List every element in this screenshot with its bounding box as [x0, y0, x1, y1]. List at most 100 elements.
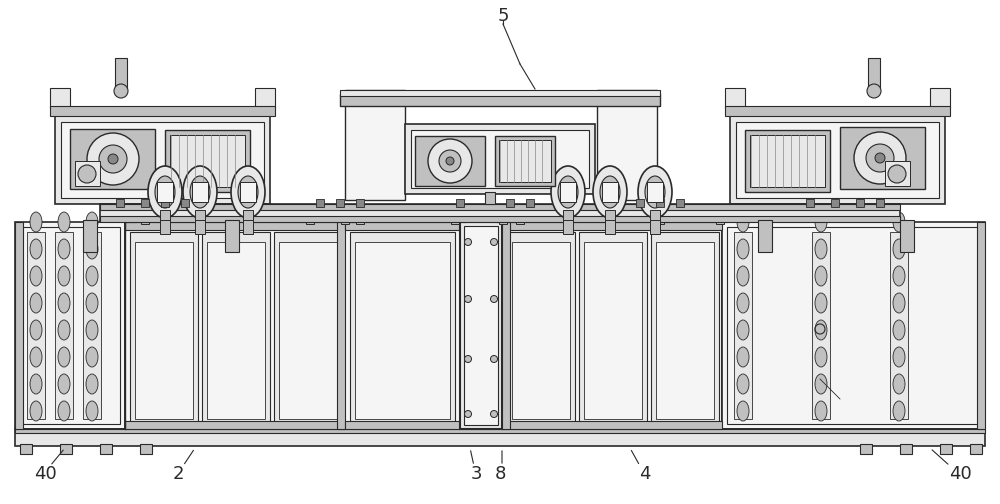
Bar [602, 182, 618, 202]
Bar [499, 204, 507, 224]
Bar [55, 116, 270, 204]
Bar [722, 222, 985, 429]
Text: 2: 2 [172, 465, 184, 483]
Ellipse shape [815, 212, 827, 232]
Bar [502, 222, 722, 429]
Ellipse shape [737, 374, 749, 394]
Bar [100, 216, 900, 222]
Bar [506, 199, 514, 207]
Bar [125, 421, 345, 429]
Bar [15, 222, 125, 429]
Circle shape [464, 355, 472, 362]
Ellipse shape [893, 239, 905, 259]
Ellipse shape [558, 176, 578, 208]
Circle shape [446, 157, 454, 165]
Bar [579, 232, 647, 424]
Bar [225, 220, 239, 252]
Bar [496, 220, 508, 222]
Bar [563, 220, 573, 234]
Bar [340, 90, 660, 96]
Bar [195, 220, 205, 234]
Ellipse shape [30, 374, 42, 394]
Ellipse shape [815, 320, 827, 340]
Bar [495, 136, 555, 186]
Circle shape [114, 84, 128, 98]
Ellipse shape [815, 374, 827, 394]
Bar [15, 222, 23, 429]
Bar [411, 130, 589, 188]
Bar [900, 220, 914, 252]
Bar [60, 444, 72, 454]
Bar [75, 161, 100, 186]
Bar [676, 199, 684, 207]
Bar [20, 444, 32, 454]
Ellipse shape [593, 166, 627, 218]
Ellipse shape [86, 266, 98, 286]
Bar [725, 106, 950, 116]
Bar [240, 182, 256, 202]
Bar [745, 130, 830, 192]
Ellipse shape [737, 347, 749, 367]
Ellipse shape [893, 212, 905, 232]
Bar [50, 88, 70, 108]
Ellipse shape [815, 239, 827, 259]
Circle shape [490, 238, 498, 245]
Bar [930, 88, 950, 108]
Bar [860, 444, 872, 454]
Ellipse shape [737, 320, 749, 340]
Bar [356, 204, 364, 224]
Ellipse shape [30, 320, 42, 340]
Circle shape [464, 238, 472, 245]
Bar [15, 429, 985, 446]
Bar [207, 242, 265, 419]
Bar [345, 90, 405, 200]
Bar [502, 222, 510, 429]
Ellipse shape [30, 212, 42, 232]
Ellipse shape [58, 239, 70, 259]
Ellipse shape [58, 293, 70, 313]
Bar [20, 227, 120, 424]
Bar [83, 232, 101, 419]
Bar [115, 58, 127, 88]
Bar [70, 129, 155, 189]
Bar [195, 210, 205, 222]
Bar [243, 220, 253, 234]
Bar [274, 232, 342, 424]
Bar [341, 204, 349, 224]
Ellipse shape [893, 374, 905, 394]
Text: 40: 40 [949, 465, 971, 483]
Ellipse shape [30, 266, 42, 286]
Ellipse shape [737, 401, 749, 421]
Bar [165, 130, 250, 192]
Bar [124, 220, 136, 222]
Bar [83, 220, 97, 252]
Bar [656, 199, 664, 207]
Bar [170, 135, 245, 187]
Bar [977, 222, 985, 429]
Bar [651, 232, 719, 424]
Bar [584, 242, 642, 419]
Bar [485, 192, 495, 204]
Ellipse shape [815, 401, 827, 421]
Ellipse shape [86, 374, 98, 394]
Ellipse shape [893, 266, 905, 286]
Ellipse shape [30, 401, 42, 421]
Text: 40: 40 [34, 465, 56, 483]
Ellipse shape [155, 176, 175, 208]
Bar [279, 242, 337, 419]
Circle shape [428, 139, 472, 183]
Bar [806, 199, 814, 207]
Bar [516, 204, 524, 224]
Bar [970, 444, 982, 454]
Circle shape [108, 154, 118, 164]
Bar [900, 444, 912, 454]
Ellipse shape [893, 293, 905, 313]
Bar [27, 232, 45, 419]
Bar [192, 182, 208, 202]
Ellipse shape [58, 212, 70, 232]
Bar [502, 421, 722, 429]
Text: 4: 4 [639, 465, 651, 483]
Bar [161, 199, 169, 207]
Bar [716, 220, 728, 222]
Bar [716, 204, 724, 224]
